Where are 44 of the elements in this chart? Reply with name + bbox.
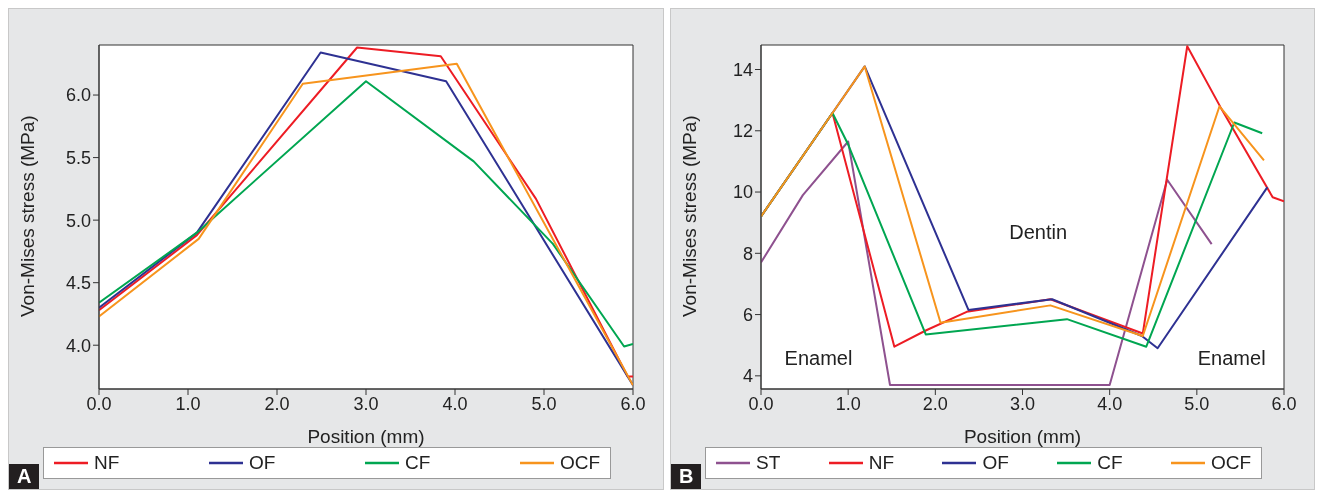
legend-label: OCF <box>1209 452 1251 474</box>
y-tick-label: 4.5 <box>65 273 91 294</box>
x-tick-label: 1.0 <box>835 393 861 414</box>
y-tick-label: 5.5 <box>65 147 91 168</box>
text: A <box>9 464 40 489</box>
x-tick-label: 0.0 <box>86 393 112 414</box>
x-axis-title: Position (mm) <box>307 426 425 447</box>
x-axis-title: Position (mm) <box>963 426 1082 447</box>
annotation: Enamel <box>784 346 853 370</box>
y-tick-label: 6.0 <box>65 85 91 106</box>
legend-label: NF <box>867 452 894 474</box>
y-tick-label: 6 <box>742 304 753 325</box>
legend-label: ST <box>755 452 781 474</box>
annotation: Dentin <box>1009 220 1068 244</box>
line-series <box>99 80 633 348</box>
legend-label: CF <box>1096 452 1123 474</box>
y-tick-label: 12 <box>732 121 753 142</box>
x-tick-label: 3.0 <box>1009 393 1036 414</box>
y-axis-title: Von-Mises stress (MPa) <box>678 115 700 317</box>
x-tick-label: 2.0 <box>264 393 290 414</box>
x-tick-label: 2.0 <box>922 393 948 414</box>
y-tick-label: 10 <box>732 182 753 203</box>
text: B <box>671 464 702 489</box>
x-tick-label: 1.0 <box>175 393 201 414</box>
x-tick-label: 3.0 <box>353 393 379 414</box>
legend-label: OF <box>247 452 276 474</box>
y-tick-label: 14 <box>732 59 753 80</box>
legend-label: OCF <box>558 452 600 474</box>
x-tick-label: 5.0 <box>1184 393 1210 414</box>
y-tick-label: 4 <box>742 366 753 387</box>
y-tick-label: 5.0 <box>65 210 91 231</box>
legend-label: CF <box>403 452 431 474</box>
legend-label: NF <box>93 452 120 474</box>
x-tick-label: 6.0 <box>620 393 646 414</box>
x-tick-label: 0.0 <box>748 393 774 414</box>
y-tick-label: 4.0 <box>65 335 91 356</box>
x-tick-label: 6.0 <box>1271 393 1297 414</box>
x-tick-label: 4.0 <box>442 393 468 414</box>
legend-label: OF <box>981 452 1009 474</box>
x-tick-label: 4.0 <box>1097 393 1123 414</box>
y-axis-title: Von-Mises stress (MPa) <box>16 115 38 317</box>
y-tick-label: 8 <box>742 243 753 264</box>
annotation: Enamel <box>1197 346 1266 370</box>
x-tick-label: 5.0 <box>531 393 557 414</box>
